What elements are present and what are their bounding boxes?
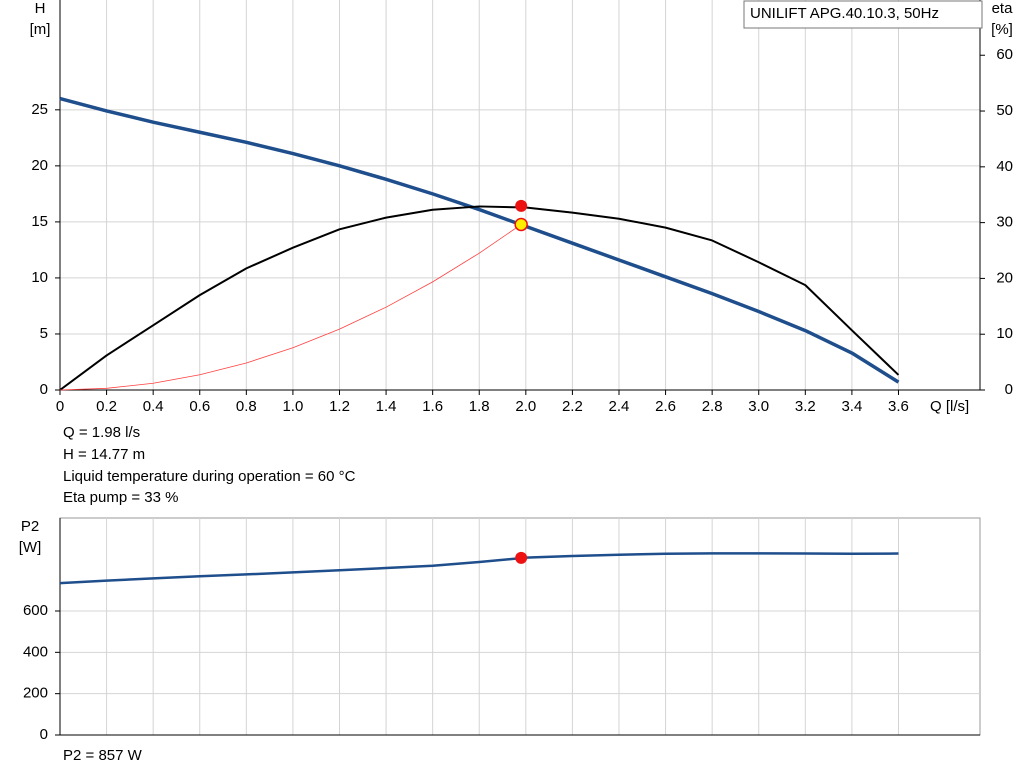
x-tick-label: 0.2 (96, 398, 117, 415)
y-tick-label: 0 (40, 726, 48, 743)
x-tick-label: 0 (56, 398, 64, 415)
y-tick-label: 10 (31, 269, 48, 286)
y2-tick-label: 60 (996, 46, 1013, 63)
x-tick-label: 2.2 (562, 398, 583, 415)
y-tick-label: 400 (23, 643, 48, 660)
annotation: H = 14.77 m (63, 446, 145, 463)
title-box (743, 0, 983, 29)
x-tick-label: 0.4 (143, 398, 164, 415)
operating-point (515, 199, 528, 212)
annotation: Liquid temperature during operation = 60… (63, 468, 356, 485)
y2-axis-label: eta (992, 0, 1014, 17)
x-tick-label: 2.0 (515, 398, 536, 415)
y2-tick-label: 20 (996, 269, 1013, 286)
y-axis-unit: [m] (30, 21, 51, 38)
x-tick-label: 3.4 (841, 398, 862, 415)
x-tick-label: 3.2 (795, 398, 816, 415)
x-tick-label: 2.4 (609, 398, 630, 415)
curve (59, 205, 900, 391)
x-tick-label: 2.6 (655, 398, 676, 415)
x-tick-label: 0.8 (236, 398, 257, 415)
operating-point (514, 217, 528, 232)
curve (59, 552, 899, 585)
x-tick-label: 3.6 (888, 398, 909, 415)
annotation: Eta pump = 33 % (63, 489, 179, 506)
y-axis-label: H (35, 0, 46, 17)
y-tick-label: 600 (23, 602, 48, 619)
annotation: P2 = 857 W (63, 747, 143, 764)
y-axis-unit: [W] (19, 539, 42, 556)
y-tick-label: 15 (31, 213, 48, 230)
x-tick-label: 1.4 (376, 398, 397, 415)
y2-tick-label: 40 (996, 158, 1013, 175)
operating-point (515, 551, 528, 564)
y2-tick-label: 30 (996, 214, 1013, 231)
plot-frame (59, 517, 981, 736)
y2-tick-label: 50 (996, 102, 1013, 119)
curve (59, 224, 522, 391)
curve (59, 96, 900, 384)
y2-tick-label: 0 (1005, 381, 1013, 398)
annotation: Q = 1.98 l/s (63, 424, 140, 441)
y-tick-label: 200 (23, 685, 48, 702)
x-tick-label: 3.0 (748, 398, 769, 415)
x-tick-label: 1.8 (469, 398, 490, 415)
y-axis-label: P2 (21, 518, 39, 535)
x-tick-label: 0.6 (189, 398, 210, 415)
y2-tick-label: 10 (996, 325, 1013, 342)
y-tick-label: 0 (40, 381, 48, 398)
y-tick-label: 25 (31, 101, 48, 118)
x-tick-label: 1.6 (422, 398, 443, 415)
x-tick-label: 1.2 (329, 398, 350, 415)
y-tick-label: 5 (40, 325, 48, 342)
x-axis-label: Q [l/s] (930, 398, 969, 415)
y2-axis-unit: [%] (991, 21, 1013, 38)
x-tick-label: 2.8 (702, 398, 723, 415)
y-tick-label: 20 (31, 157, 48, 174)
chart-title: UNILIFT APG.40.10.3, 50Hz (750, 5, 939, 22)
x-tick-label: 1.0 (282, 398, 303, 415)
